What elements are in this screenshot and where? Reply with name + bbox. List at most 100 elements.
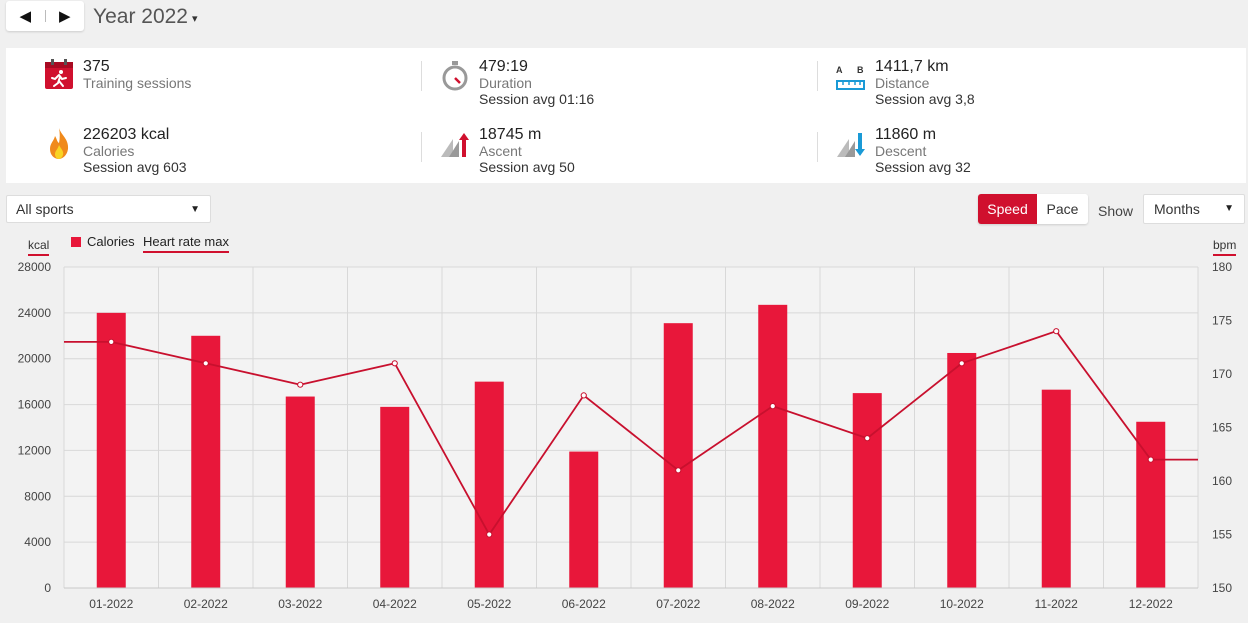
- stat-value: 11860 m: [875, 126, 937, 143]
- stat-value: 479:19: [479, 58, 528, 75]
- stat-label: Descent: [875, 143, 927, 159]
- stat-distance: A B 1411,7 km Distance Session avg 3,8: [836, 58, 1206, 111]
- y-left-tick-label: 28000: [18, 260, 52, 274]
- training-calendar-icon: [45, 59, 73, 89]
- descent-icon: [837, 133, 865, 157]
- y-left-tick-label: 20000: [18, 352, 52, 366]
- nav-divider: [44, 10, 46, 22]
- calories-bar: [947, 352, 977, 588]
- sports-select[interactable]: All sports ▼: [6, 195, 211, 223]
- stat-value: 1411,7 km: [875, 58, 949, 75]
- y-left-tick-label: 8000: [24, 489, 51, 503]
- period-title: Year 2022: [93, 5, 188, 28]
- heart-rate-point: [297, 381, 304, 388]
- x-tick-label: 01-2022: [89, 597, 133, 611]
- heart-rate-point: [1053, 328, 1060, 335]
- period-select-value: Months: [1154, 201, 1200, 217]
- divider: [817, 132, 818, 162]
- stat-average: Session avg 01:16: [479, 91, 595, 107]
- legend-calories-label: Calories: [87, 234, 135, 249]
- y-right-tick-label: 160: [1212, 474, 1232, 488]
- stat-ascent: 18745 m Ascent Session avg 50: [440, 126, 810, 179]
- calories-bar: [1136, 421, 1166, 588]
- stat-label: Duration: [479, 75, 532, 91]
- stat-value: 226203 kcal: [83, 126, 170, 143]
- pace-button[interactable]: Pace: [1037, 194, 1088, 224]
- x-tick-label: 12-2022: [1129, 597, 1173, 611]
- calories-bar: [1041, 389, 1071, 588]
- flame-icon: [50, 128, 69, 159]
- show-label: Show: [1098, 203, 1134, 219]
- ascent-icon: [441, 133, 469, 157]
- calories-swatch: [71, 236, 81, 247]
- calories-bar: [758, 304, 788, 588]
- stat-average: Session avg 32: [875, 159, 971, 175]
- summary-panel: 375 Training sessions 479:19 Duration Se…: [6, 48, 1246, 183]
- y-right-tick-label: 170: [1212, 367, 1232, 381]
- speed-button[interactable]: Speed: [978, 194, 1037, 224]
- x-tick-label: 04-2022: [373, 597, 417, 611]
- calories-heart-rate-chart: 0 4000 8000 12000 16000 20000 24000 28000 150 155…: [18, 260, 1233, 611]
- divider: [817, 61, 818, 91]
- divider: [421, 61, 422, 91]
- x-tick-label: 02-2022: [184, 597, 228, 611]
- right-axis-unit: bpm: [1213, 238, 1237, 256]
- caret-down-icon: ▾: [191, 13, 198, 25]
- stat-label: Calories: [83, 143, 135, 159]
- y-right-tick-label: 155: [1212, 528, 1232, 542]
- x-tick-label: 11-2022: [1035, 597, 1078, 611]
- legend-heart-rate[interactable]: Heart rate max: [143, 234, 229, 253]
- x-tick-label: 07-2022: [656, 597, 700, 611]
- stat-average: Session avg 50: [479, 159, 575, 175]
- heart-rate-point: [675, 467, 682, 474]
- stat-average: Session avg 603: [83, 159, 187, 175]
- ruler-distance-icon: A B: [836, 65, 865, 90]
- stat-label: Distance: [875, 75, 930, 91]
- next-period-button[interactable]: ▶: [58, 8, 71, 25]
- x-tick-label: 09-2022: [845, 597, 889, 611]
- y-left-tick-label: 16000: [18, 398, 52, 412]
- y-left-tick-label: 4000: [24, 535, 51, 549]
- heart-rate-point: [958, 360, 965, 367]
- calories-bar: [285, 396, 315, 588]
- heart-rate-point: [108, 338, 115, 346]
- calories-bar: [96, 312, 126, 588]
- svg-text:A: A: [836, 65, 843, 75]
- stat-descent: 11860 m Descent Session avg 32: [836, 126, 1206, 179]
- heart-rate-point: [864, 435, 871, 442]
- heart-rate-point: [769, 403, 776, 410]
- stat-label: Ascent: [479, 143, 522, 159]
- stat-value: 375: [83, 58, 110, 75]
- legend-calories[interactable]: Calories: [71, 234, 135, 249]
- calories-bar: [663, 323, 693, 588]
- prev-period-button[interactable]: ◀: [19, 8, 32, 25]
- calories-bar: [380, 406, 410, 588]
- y-left-tick-label: 24000: [18, 306, 52, 320]
- calories-bar: [852, 393, 882, 588]
- heart-rate-point: [486, 531, 493, 538]
- y-right-tick-label: 150: [1212, 581, 1232, 595]
- heart-rate-point: [1147, 456, 1154, 463]
- left-axis-unit: kcal: [28, 238, 50, 256]
- stat-duration: 479:19 Duration Session avg 01:16: [440, 58, 810, 111]
- calories-bar: [474, 381, 504, 588]
- speed-pace-toggle: Speed Pace: [978, 194, 1088, 224]
- sports-select-value: All sports: [16, 201, 74, 217]
- x-tick-label: 03-2022: [278, 597, 322, 611]
- stat-average: Session avg 3,8: [875, 91, 975, 107]
- period-select[interactable]: Months ▼: [1143, 194, 1245, 224]
- heart-rate-line: [64, 330, 1198, 537]
- svg-text:B: B: [857, 65, 864, 75]
- y-left-tick-label: 12000: [18, 443, 52, 457]
- y-right-tick-label: 165: [1212, 421, 1232, 435]
- divider: [421, 132, 422, 162]
- stat-label: Training sessions: [83, 75, 192, 91]
- dropdown-arrow-icon: ▼: [1224, 203, 1234, 214]
- legend-heart-rate-label: Heart rate max: [143, 234, 229, 253]
- y-right-tick-label: 180: [1212, 260, 1232, 274]
- period-selector[interactable]: Year 2022 ▾: [93, 5, 198, 29]
- calories-bar: [569, 451, 599, 588]
- period-nav: ◀ ▶: [6, 1, 84, 31]
- heart-rate-point: [391, 360, 398, 367]
- dropdown-arrow-icon: ▼: [190, 204, 200, 215]
